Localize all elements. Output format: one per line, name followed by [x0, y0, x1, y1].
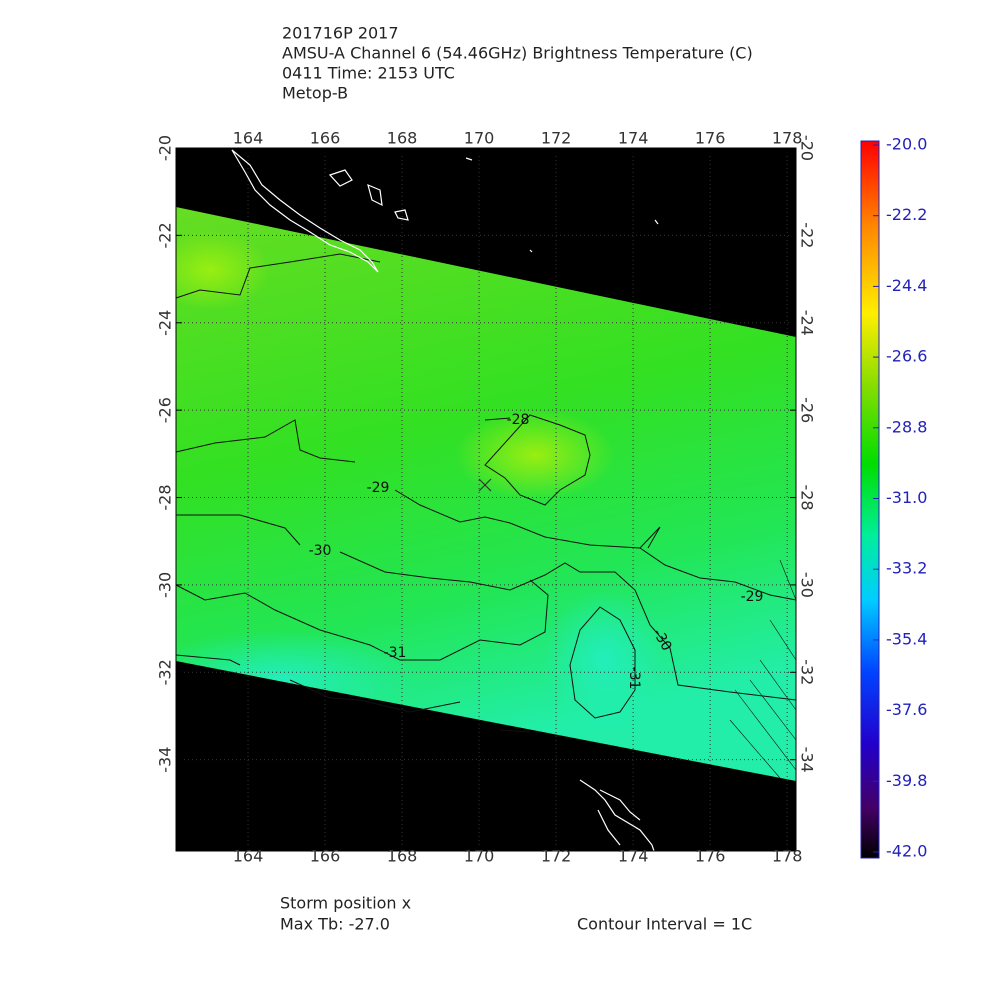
- lon-tick-label: 166: [310, 129, 341, 148]
- header-line: 201716P 2017: [282, 24, 399, 43]
- warm-area: [455, 410, 615, 500]
- lat-tick-label: -30: [156, 572, 175, 598]
- contour-interval: Contour Interval = 1C: [577, 915, 752, 934]
- lat-tick-label: -30: [798, 572, 817, 598]
- colorbar-tick-label: -39.8: [886, 771, 927, 790]
- lon-tick-label: 168: [387, 129, 418, 148]
- lon-tick-label: 164: [233, 847, 264, 866]
- lon-tick-label: 166: [310, 847, 341, 866]
- colorbar-tick-label: -26.6: [886, 347, 927, 366]
- colorbar-tick-label: -35.4: [886, 629, 927, 648]
- contour-line: [484, 414, 591, 506]
- lon-tick-label: 178: [772, 129, 803, 148]
- lon-tick-label: 168: [387, 847, 418, 866]
- lat-tick-label: -34: [156, 747, 175, 773]
- colorbar-tick-label: -33.2: [886, 559, 927, 578]
- colorbar-tick-label: -42.0: [886, 842, 927, 861]
- lat-tick-label: -22: [798, 222, 817, 248]
- coastline: [231, 149, 659, 852]
- contour-line: [175, 579, 549, 661]
- contour-label: -31: [384, 645, 407, 661]
- contour-label: -30: [309, 543, 332, 559]
- colorbar-tick-label: -24.4: [886, 276, 927, 295]
- contour-label: -31: [626, 667, 642, 690]
- storm-x: [478, 478, 492, 492]
- colorbar-ticks: -20.0 -22.2 -24.4 -26.6 -28.8 -31.0 -33.2 -35.4…: [873, 135, 927, 861]
- contour-line: [176, 514, 797, 701]
- coast: [328, 157, 659, 253]
- contours: [175, 253, 797, 779]
- contour-label: -28: [507, 412, 530, 428]
- lon-tick-label: 174: [618, 847, 649, 866]
- colorbar-tick-label: -22.2: [886, 205, 927, 224]
- lat-tick-label: -32: [156, 659, 175, 685]
- contour-label: -29: [741, 589, 764, 605]
- contour-line: [569, 606, 636, 719]
- max-tb: Max Tb: -27.0: [280, 915, 390, 934]
- lat-tick-label: -20: [798, 135, 817, 161]
- lon-tick-label: 170: [464, 847, 495, 866]
- header-line: AMSU-A Channel 6 (54.46GHz) Brightness T…: [282, 44, 753, 63]
- lat-tick-label: -28: [156, 484, 175, 510]
- contour-line: [175, 419, 797, 601]
- lat-tick-label: -22: [156, 222, 175, 248]
- contour-label: -29: [367, 480, 390, 496]
- colorbar-tick-label: -37.6: [886, 700, 927, 719]
- colorbar-tick-label: -28.8: [886, 417, 927, 436]
- storm-note: Storm position x: [280, 894, 411, 913]
- header-line: Metop-B: [282, 84, 348, 103]
- lat-tick-label: -28: [798, 484, 817, 510]
- warm-area: [176, 230, 270, 310]
- lon-tick-label: 164: [233, 129, 264, 148]
- header: 201716P 2017 AMSU-A Channel 6 (54.46GHz)…: [282, 24, 753, 103]
- lon-tick-label: 170: [464, 129, 495, 148]
- colorbar-tick-label: -20.0: [886, 135, 927, 154]
- lat-tick-label: -24: [798, 310, 817, 336]
- storm-marker: [478, 478, 492, 492]
- lat-tick-label: -26: [156, 397, 175, 423]
- contour-labels: -28 -29 -30 -31 -29 -30 -31: [309, 412, 764, 689]
- lon-tick-label: 174: [618, 129, 649, 148]
- colorbar: [860, 140, 880, 859]
- lon-tick-label: 172: [541, 847, 572, 866]
- contour-line: [175, 654, 531, 733]
- lat-tick-label: -24: [156, 310, 175, 336]
- cool-area: [545, 590, 665, 730]
- footer: Storm position x Max Tb: -27.0 Contour I…: [280, 894, 752, 934]
- axes: 164 164 166 166 168 168 170 170 172 172 174 174 176 1…: [156, 129, 817, 866]
- lon-tick-label: 176: [695, 847, 726, 866]
- lat-tick-label: -26: [798, 397, 817, 423]
- header-line: 0411 Time: 2153 UTC: [282, 64, 455, 83]
- lon-tick-label: 176: [695, 129, 726, 148]
- lon-tick-label: 172: [541, 129, 572, 148]
- lat-tick-label: -34: [798, 747, 817, 773]
- contour-line: [639, 526, 661, 549]
- colorbar-tick-label: -31.0: [886, 488, 927, 507]
- hatch: [729, 559, 797, 779]
- contour-line: [175, 253, 381, 299]
- map-frame: [175, 147, 797, 852]
- lon-tick-label: 178: [772, 847, 803, 866]
- coast: [231, 149, 379, 273]
- lat-tick-label: -20: [156, 135, 175, 161]
- coast: [579, 779, 655, 852]
- lat-tick-label: -32: [798, 659, 817, 685]
